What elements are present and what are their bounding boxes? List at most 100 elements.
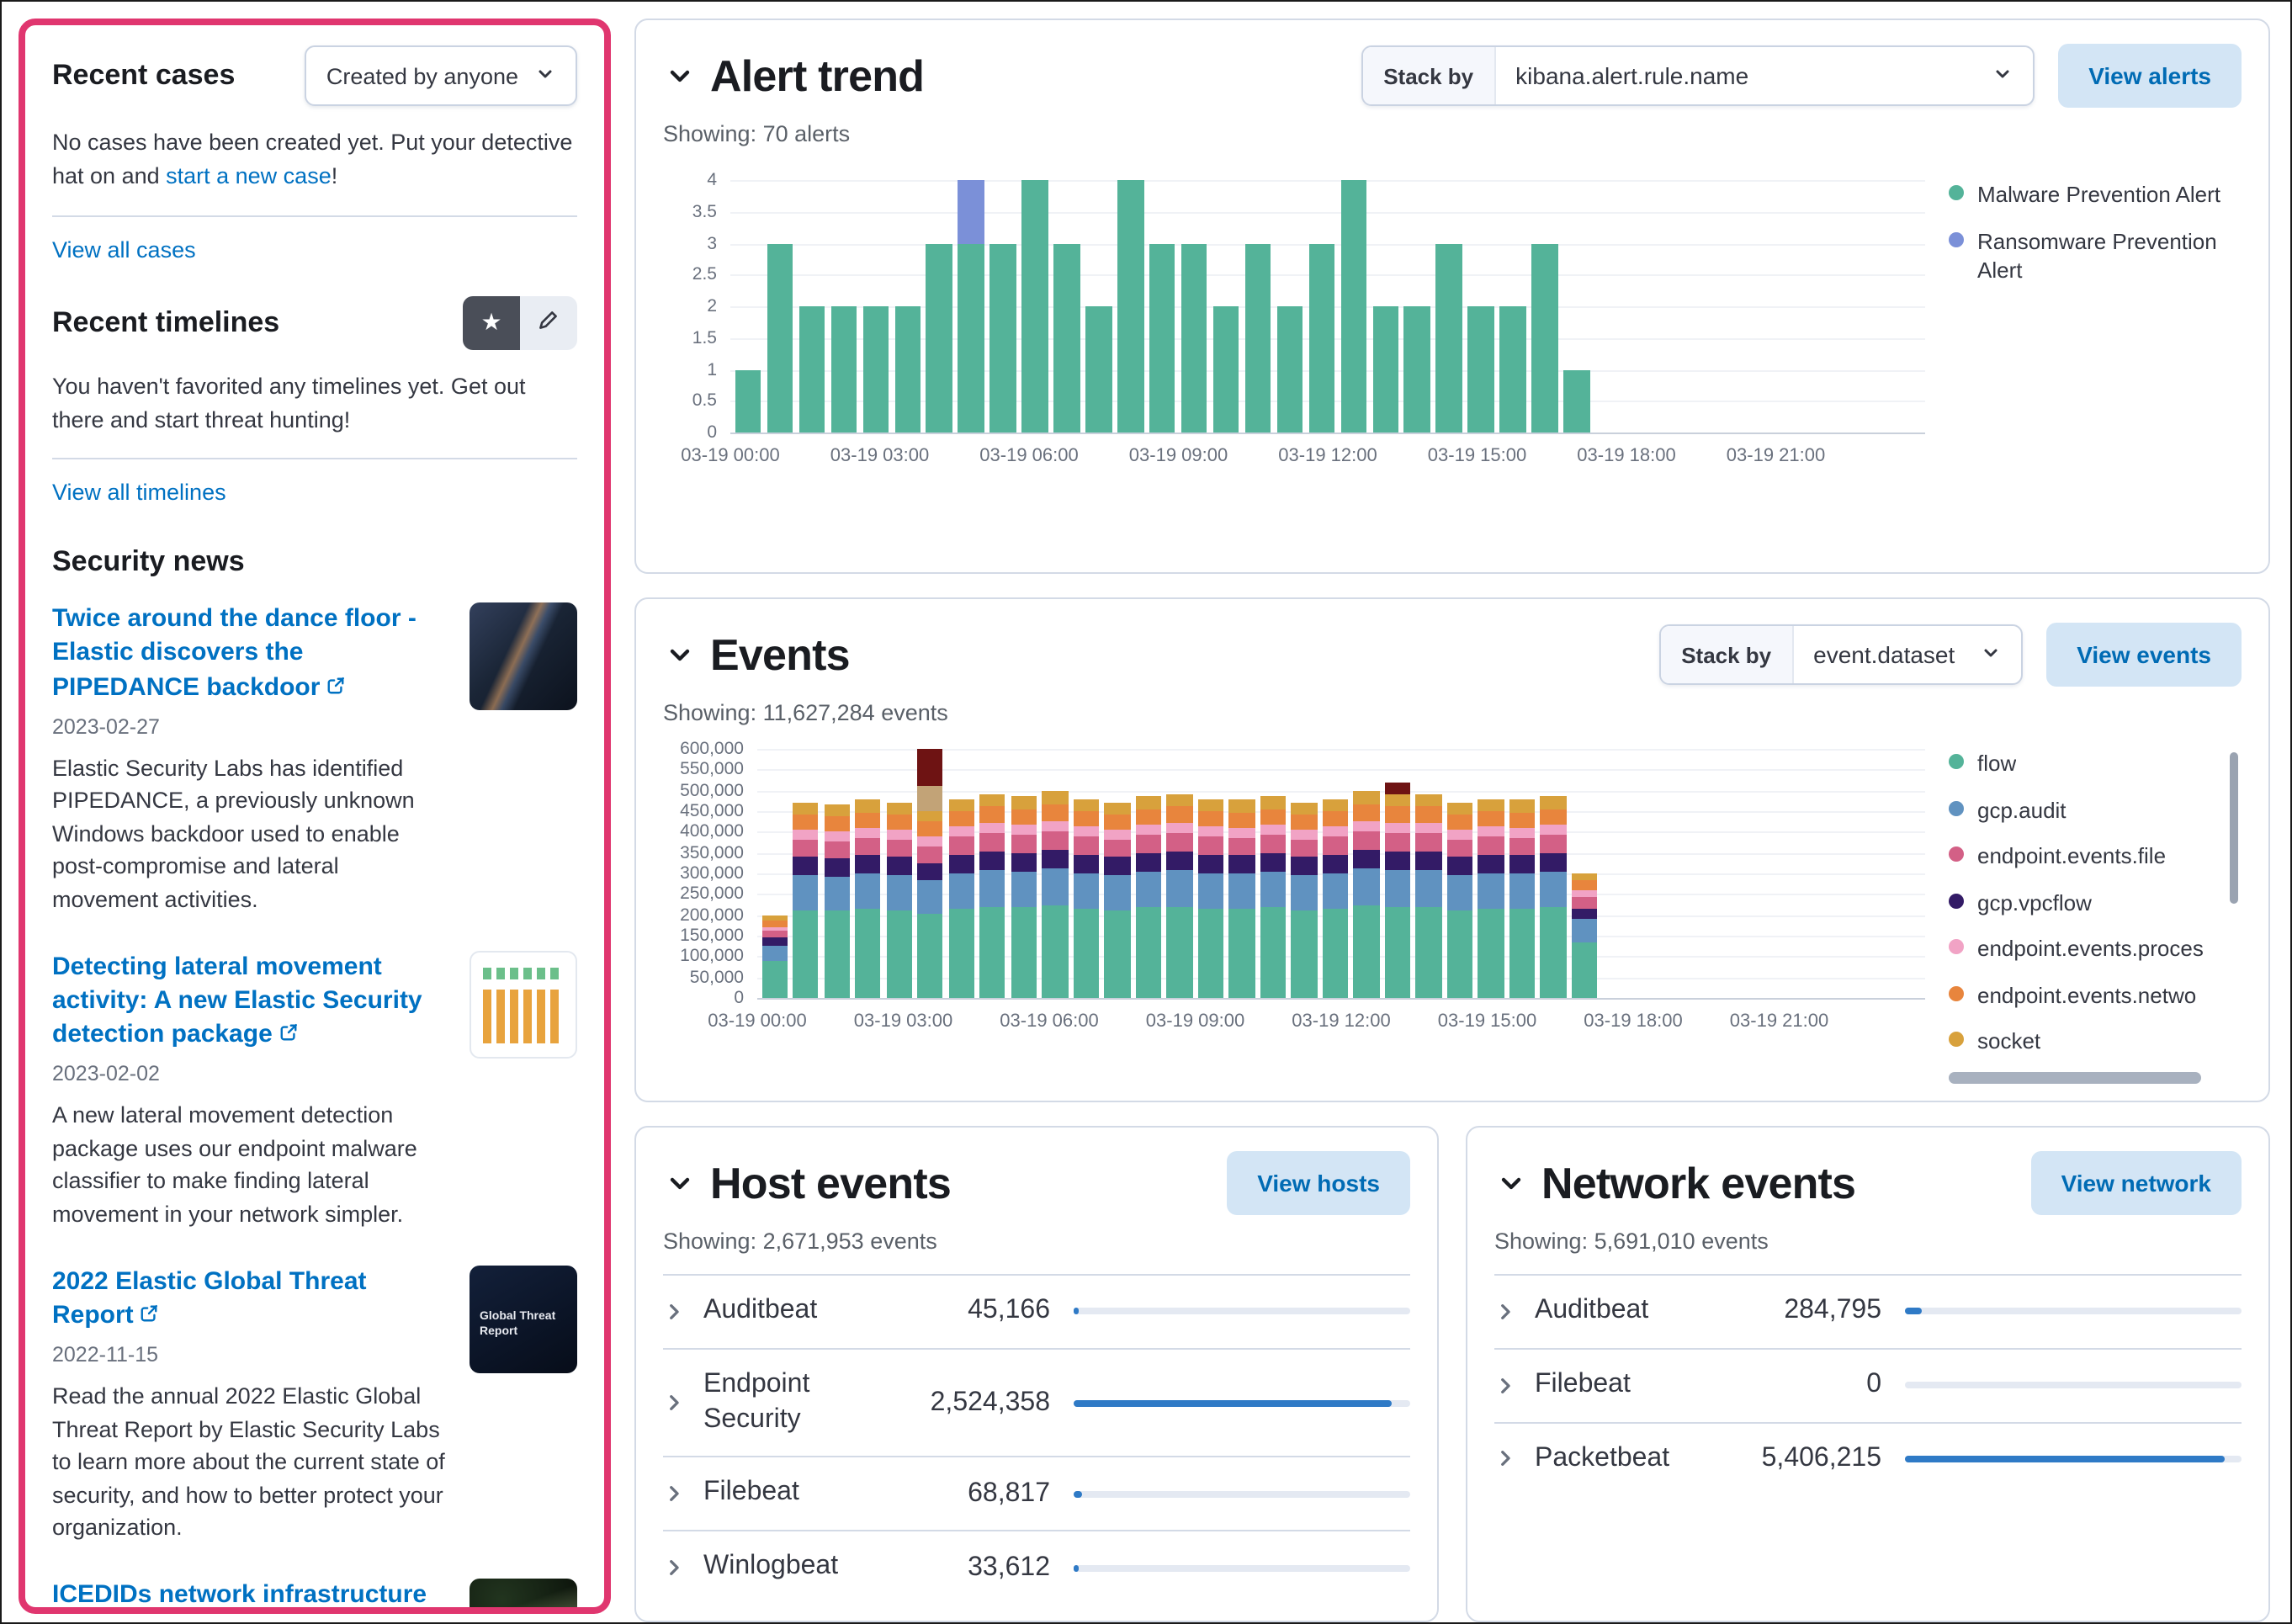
bar-segment [1260,852,1287,872]
x-axis-tick-label: 03-19 18:00 [1584,1011,1683,1032]
bar-segment [830,306,857,433]
view-hosts-button[interactable]: View hosts [1227,1151,1410,1215]
legend-item[interactable]: endpoint.events.proces [1949,934,2242,963]
view-all-timelines-link[interactable]: View all timelines [52,480,226,505]
event-source-count: 5,406,215 [1761,1443,1881,1473]
bar-segment [1291,910,1318,998]
news-item-link[interactable]: Detecting lateral movement activity: A n… [52,952,422,1048]
bar-segment [862,306,889,433]
event-count-progress-fill [1074,1399,1392,1407]
chevron-right-icon[interactable] [663,1483,690,1505]
legend-horizontal-scrollbar[interactable] [1949,1071,2201,1084]
event-source-count: 284,795 [1784,1296,1881,1325]
open-timeline-button[interactable] [520,295,577,349]
x-axis-tick-label: 03-19 15:00 [1427,446,1527,466]
x-axis-tick-label: 03-19 00:00 [708,1011,807,1032]
bar-segment [1384,906,1411,998]
chevron-right-icon[interactable] [663,1301,690,1323]
y-axis-tick-label: 0.5 [692,390,717,411]
x-axis-tick-label: 03-19 18:00 [1577,446,1676,466]
bar-segment [1384,851,1411,870]
bar-segment [1353,820,1380,831]
legend-item[interactable]: endpoint.events.file [1949,841,2242,871]
x-axis-tick-label: 03-19 09:00 [1145,1011,1245,1032]
legend-item[interactable]: gcp.audit [1949,795,2242,825]
bar-segment [1180,243,1207,433]
bar-segment [1446,857,1473,875]
bar-segment [1073,908,1099,998]
view-all-cases-link[interactable]: View all cases [52,236,196,262]
news-item-description: A new lateral movement detection package… [52,1102,417,1227]
x-axis-tick-label: 03-19 06:00 [979,446,1079,466]
collapse-events-button[interactable] [663,638,697,671]
event-count-progress-track [1074,1308,1410,1315]
legend-item[interactable]: socket [1949,1027,2242,1057]
bar-segment [948,873,974,909]
bar-segment [1073,811,1099,827]
bar-segment [1509,909,1536,998]
event-count-progress-track [1905,1308,2242,1315]
news-item-link[interactable]: ICEDIDs network infrastructure is alive … [52,1580,427,1607]
event-source-name: Filebeat [1535,1369,1631,1398]
chevron-right-icon[interactable] [663,1557,690,1579]
news-item-text: 2022 Elastic Global Threat Report 2022-11… [52,1265,449,1545]
favorite-timelines-button[interactable]: ★ [463,295,520,349]
view-network-button[interactable]: View network [2030,1151,2242,1215]
news-item-text: Detecting lateral movement activity: A n… [52,950,449,1231]
bar-segment [1353,905,1380,998]
legend-label: gcp.vpcflow [1977,889,2092,915]
bar-segment [761,960,788,998]
news-item-description: Read the annual 2022 Elastic Global Thre… [52,1383,445,1541]
chevron-right-icon[interactable] [1494,1448,1521,1470]
alert-trend-chart: 0 0.5 1 1.5 2 2.5 3 3.5 4 03-19 00:00 03-19 03:00 0… [663,170,2242,483]
collapse-alert-trend-button[interactable] [663,59,697,93]
cases-filter-select[interactable]: Created by anyone [304,45,577,106]
x-axis-tick-label: 03-19 09:00 [1128,446,1228,466]
bar-segment [1042,849,1068,869]
bar-segment [793,857,819,875]
bar-segment [1478,836,1504,855]
collapse-host-events-button[interactable] [663,1166,697,1200]
bar-segment [1478,826,1504,837]
legend-item[interactable]: Malware Prevention Alert [1949,180,2242,210]
bar-segment [1117,180,1144,433]
chevron-right-icon[interactable] [1494,1301,1521,1323]
legend-item[interactable]: endpoint.events.netwo [1949,980,2242,1010]
x-axis-tick-label: 03-19 03:00 [830,446,930,466]
legend-item[interactable]: gcp.vpcflow [1949,888,2242,917]
event-source-row: Winlogbeat 33,612 [663,1530,1410,1604]
legend-item[interactable]: flow [1949,749,2242,778]
news-item-link[interactable]: 2022 Elastic Global Threat Report [52,1266,367,1329]
view-alerts-button[interactable]: View alerts [2058,44,2242,108]
alert-stack-by-select[interactable]: Stack by kibana.alert.rule.name [1361,45,2035,106]
view-events-button[interactable]: View events [2046,623,2242,687]
events-stack-by-select[interactable]: Stack by event.dataset [1659,624,2024,685]
bar-segment [1467,306,1494,433]
bar-segment [767,243,793,433]
bar-segment [1571,880,1598,891]
bar-segment [1212,306,1239,433]
bar-segment [1384,794,1411,807]
bar-segment [958,180,984,243]
bar-segment [979,851,1005,870]
chevron-right-icon[interactable] [1494,1374,1521,1396]
bar-segment [1446,814,1473,831]
bar-segment [1509,873,1536,910]
bar-segment [948,799,974,811]
bar-segment [1478,908,1504,998]
collapse-network-events-button[interactable] [1494,1166,1528,1200]
chevron-right-icon[interactable] [663,1392,690,1414]
bar-segment [1478,873,1504,909]
start-new-case-link[interactable]: start a new case [166,163,332,189]
bar-segment [1166,851,1193,870]
y-axis-tick-label: 50,000 [689,967,744,988]
news-item-date: 2023-02-27 [52,714,160,739]
legend-item[interactable]: Ransomware Prevention Alert [1949,226,2242,285]
bar-segment [1353,831,1380,850]
bar-segment [1135,871,1162,908]
bar-segment [1197,811,1224,827]
event-source-row: Packetbeat 5,406,215 [1494,1421,2242,1495]
bar-segment [1011,835,1037,853]
news-item-link[interactable]: Twice around the dance floor - Elastic d… [52,604,416,701]
legend-vertical-scrollbar[interactable] [2230,752,2238,904]
